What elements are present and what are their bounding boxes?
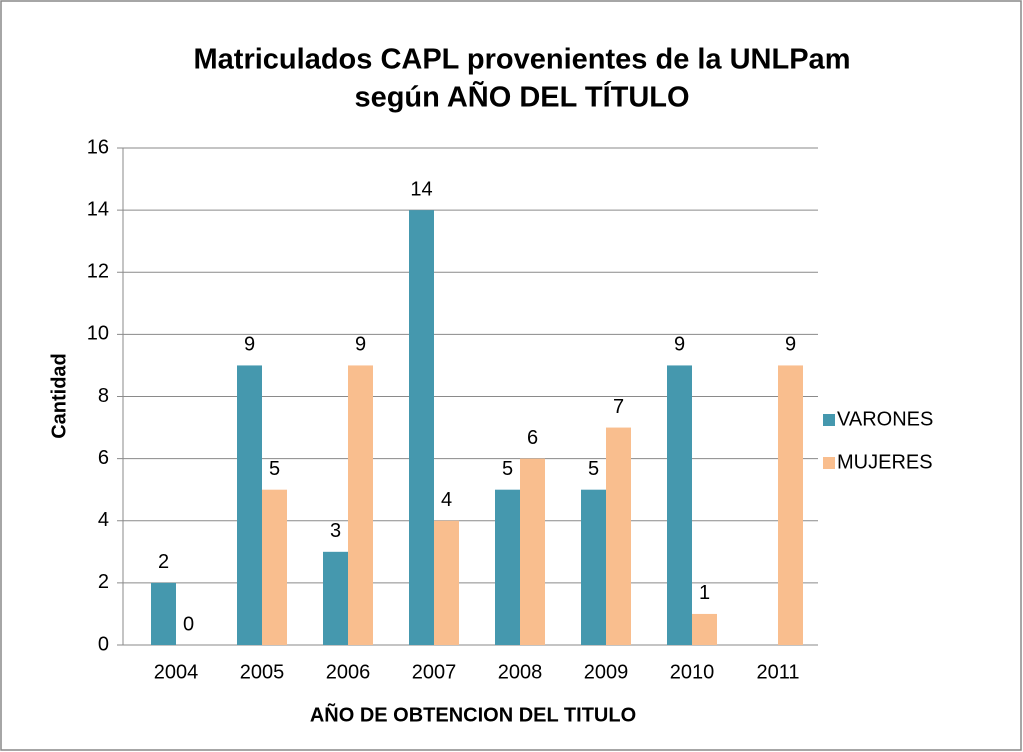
bar <box>262 489 287 645</box>
bar <box>151 582 176 645</box>
legend-label: VARONES <box>837 408 933 430</box>
y-tick-label: 14 <box>87 198 109 220</box>
y-tick-label: 2 <box>98 571 109 593</box>
data-label: 1 <box>699 582 710 604</box>
bar <box>434 520 459 645</box>
data-label: 9 <box>355 334 366 356</box>
y-tick-label: 12 <box>87 261 109 283</box>
data-label: 14 <box>410 178 432 200</box>
legend-swatch <box>823 414 835 426</box>
data-label: 5 <box>502 458 513 480</box>
data-label: 2 <box>158 551 169 573</box>
x-tick-label: 2008 <box>498 661 543 683</box>
chart-subtitle: según AÑO DEL TÍTULO <box>354 80 689 114</box>
y-tick-label: 16 <box>87 136 109 158</box>
data-label: 9 <box>674 334 685 356</box>
x-tick-label: 2010 <box>670 661 715 683</box>
x-tick-label: 2004 <box>154 661 199 683</box>
bar <box>778 365 803 645</box>
x-tick-label: 2005 <box>240 661 285 683</box>
data-label: 7 <box>613 396 624 418</box>
bar <box>692 613 717 645</box>
bar <box>520 458 545 645</box>
bar <box>581 489 606 645</box>
bar <box>495 489 520 645</box>
data-label: 3 <box>330 520 341 542</box>
y-tick-label: 10 <box>87 323 109 345</box>
y-tick-label: 0 <box>98 633 109 655</box>
data-label: 0 <box>183 613 194 635</box>
bar <box>237 365 262 645</box>
legend-label: MUJERES <box>837 451 933 473</box>
y-tick-label: 6 <box>98 447 109 469</box>
chart-title: Matriculados CAPL provenientes de la UNL… <box>194 44 851 76</box>
bar <box>348 365 373 645</box>
bar <box>409 210 434 645</box>
data-label: 5 <box>588 458 599 480</box>
x-axis-title: AÑO DE OBTENCION DEL TITULO <box>310 703 636 726</box>
x-tick-label: 2007 <box>412 661 457 683</box>
x-tick-label: 2009 <box>584 661 629 683</box>
y-tick-label: 8 <box>98 385 109 407</box>
bar <box>323 551 348 645</box>
legend-swatch <box>823 457 835 469</box>
y-axis-title: Cantidad <box>48 353 70 439</box>
data-label: 9 <box>785 334 796 356</box>
y-tick-label: 4 <box>98 509 109 531</box>
x-tick-label: 2006 <box>326 661 371 683</box>
data-label: 4 <box>441 489 452 511</box>
bar <box>606 427 631 645</box>
data-label: 6 <box>527 427 538 449</box>
x-tick-label: 2011 <box>756 661 799 683</box>
bar <box>667 365 692 645</box>
data-label: 9 <box>244 334 255 356</box>
data-label: 5 <box>269 458 280 480</box>
